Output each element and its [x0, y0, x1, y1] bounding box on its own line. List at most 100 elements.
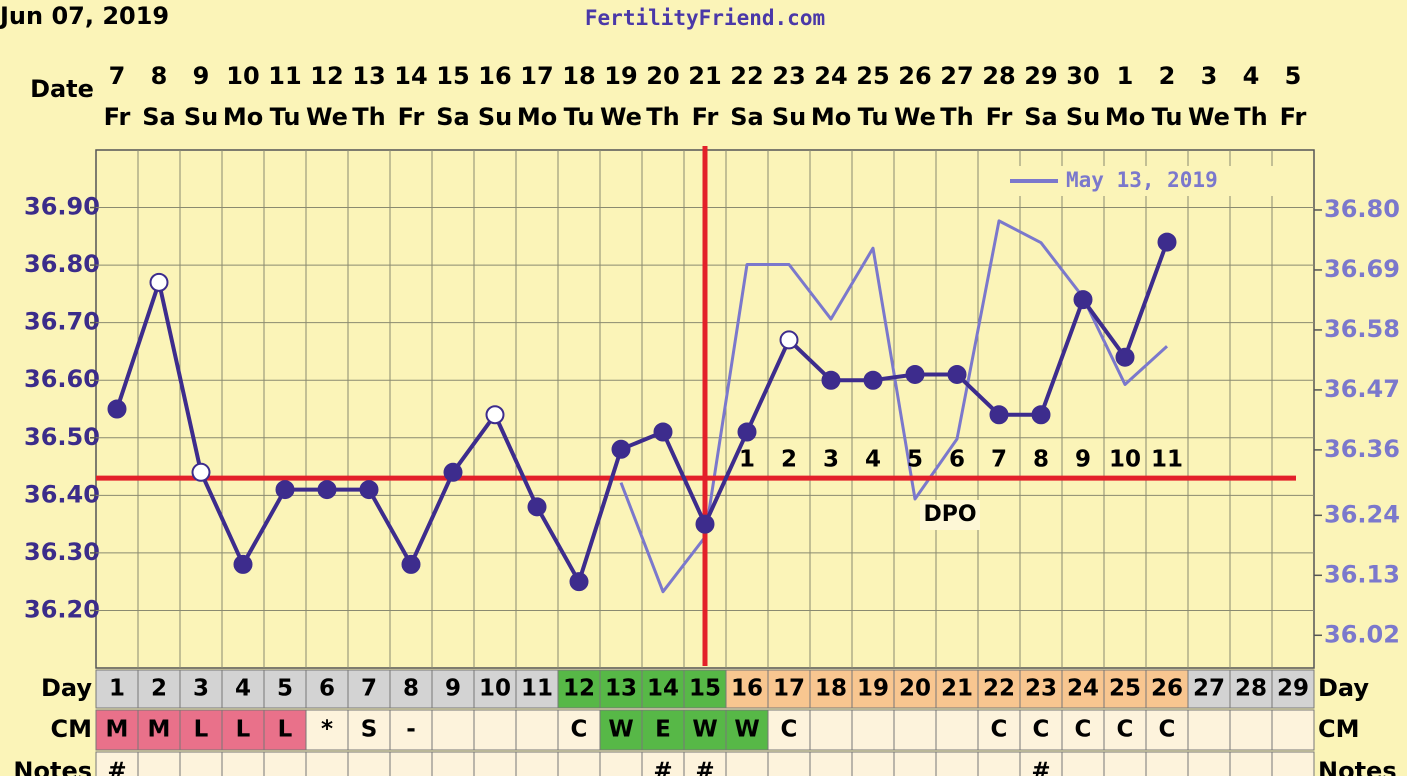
table-cell [893, 669, 937, 709]
date-label: 24 [814, 62, 847, 90]
temperature-point [653, 422, 673, 442]
temperature-point [905, 364, 925, 384]
weekday-label: Tu [1152, 103, 1183, 131]
series-line [619, 219, 1169, 594]
date-label: 26 [898, 62, 931, 90]
temperature-point [1073, 290, 1093, 310]
table-cell [1187, 709, 1231, 751]
table-cell-text: C [1159, 717, 1176, 743]
temperature-point [611, 439, 631, 459]
dpo-number: 6 [949, 447, 965, 473]
table-cell [263, 669, 307, 709]
table-cell-text: L [278, 717, 293, 743]
table-cell [1103, 751, 1147, 776]
table-cell [599, 751, 643, 776]
table-cell [137, 751, 181, 776]
date-label: 29 [1024, 62, 1057, 90]
date-label: 2 [1159, 62, 1176, 90]
table-cell-text: # [653, 759, 672, 776]
dpo-number: 9 [1075, 447, 1091, 473]
y-tick-label: 36.50 [24, 423, 100, 451]
date-label: 28 [982, 62, 1015, 90]
table-cell [431, 709, 475, 751]
table-cell [683, 709, 727, 751]
table-cell [1019, 751, 1063, 776]
table-cell-text: 26 [1151, 676, 1183, 702]
weekday-label: Mo [1105, 103, 1145, 131]
temperature-point [149, 272, 169, 292]
table-cell [221, 709, 265, 751]
table-cell [347, 669, 391, 709]
table-cell [767, 709, 811, 751]
temperature-point [275, 480, 295, 500]
table-cell [935, 669, 979, 709]
table-cell [641, 709, 685, 751]
date-label: 20 [646, 62, 679, 90]
y2-tick-label: 36.24 [1324, 500, 1400, 528]
date-label: 8 [151, 62, 168, 90]
weekday-label: Fr [398, 103, 425, 131]
date-label: 19 [604, 62, 637, 90]
table-cell [95, 751, 139, 776]
weekday-label: Fr [986, 103, 1013, 131]
table-cell [137, 709, 181, 751]
table-cell-text: 7 [361, 676, 377, 702]
dpo-number: 1 [739, 447, 755, 473]
dpo-label: DPO [923, 502, 976, 527]
row-label: Notes [1318, 757, 1397, 776]
date-label: 1 [1117, 62, 1134, 90]
table-cell [893, 709, 937, 751]
chart-date: Jun 07, 2019 [0, 2, 169, 30]
table-cell-text: 19 [857, 676, 889, 702]
table-cell [431, 751, 475, 776]
table-cell-text: 17 [773, 676, 805, 702]
weekday-label: Mo [811, 103, 851, 131]
table-cell [263, 751, 307, 776]
row-label: CM [1318, 715, 1360, 743]
table-cell [725, 709, 769, 751]
temperature-point [821, 370, 841, 390]
table-cell [1229, 751, 1273, 776]
table-cell [221, 751, 265, 776]
table-cell [515, 709, 559, 751]
dpo-number: 3 [823, 447, 839, 473]
y-tick-label: 36.90 [24, 193, 100, 221]
table-cell [1061, 751, 1105, 776]
weekday-label: Mo [223, 103, 263, 131]
table-cell-text: 1 [109, 676, 125, 702]
weekday-label: Tu [270, 103, 301, 131]
temperature-point [947, 364, 967, 384]
temperature-point [191, 462, 211, 482]
table-cell [809, 751, 853, 776]
table-cell-text: 11 [521, 676, 553, 702]
weekday-label: We [1188, 103, 1230, 131]
date-label: 27 [940, 62, 973, 90]
date-label: 15 [436, 62, 469, 90]
table-cell-text: 29 [1277, 676, 1309, 702]
table-cell [809, 669, 853, 709]
table-cell [1271, 709, 1315, 751]
table-cell [221, 669, 265, 709]
date-label: 14 [394, 62, 427, 90]
temperature-point [485, 405, 505, 425]
y2-tick-label: 36.47 [1324, 375, 1400, 403]
weekday-label: Sa [1024, 103, 1057, 131]
table-cell-text: 15 [689, 676, 721, 702]
table-cell-text: W [734, 717, 759, 743]
table-cell-text: # [1031, 759, 1050, 776]
table-cell [347, 751, 391, 776]
weekday-label: Su [478, 103, 512, 131]
table-cell-text: 18 [815, 676, 847, 702]
y2-tick-label: 36.80 [1324, 195, 1400, 223]
table-cell [767, 669, 811, 709]
table-cell-text: W [608, 717, 633, 743]
dpo-number: 2 [781, 447, 797, 473]
table-cell [389, 751, 433, 776]
y-tick-label: 36.80 [24, 250, 100, 278]
y-tick-label: 36.70 [24, 308, 100, 336]
table-cell [893, 751, 937, 776]
table-cell-text: E [655, 717, 671, 743]
weekday-label: We [306, 103, 348, 131]
table-cell-text: 14 [647, 676, 679, 702]
y-tick-label: 36.20 [24, 595, 100, 623]
